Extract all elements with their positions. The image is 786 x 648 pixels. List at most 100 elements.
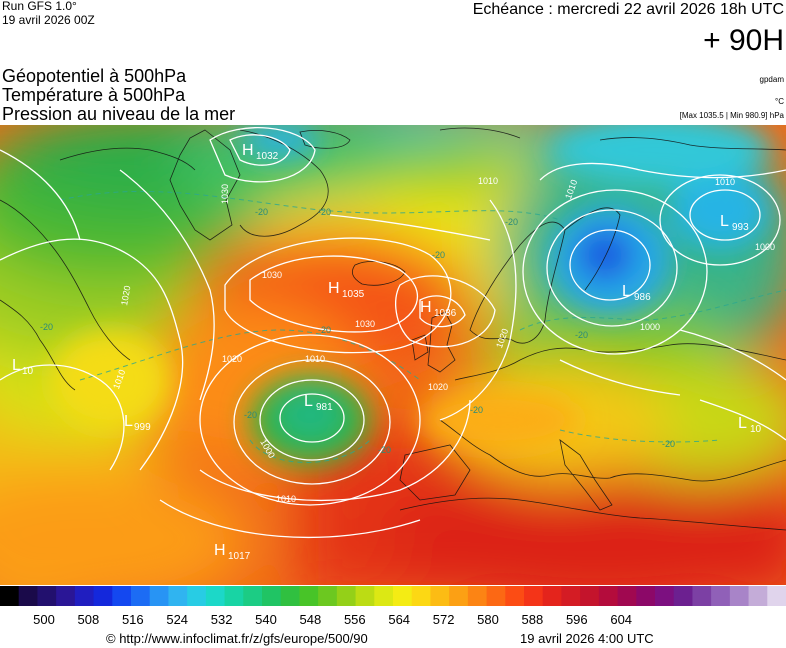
color-legend [0, 586, 786, 606]
legend-swatch [262, 586, 282, 606]
isobar-label: 1010 [276, 494, 296, 504]
svg-text:1036: 1036 [434, 308, 457, 319]
svg-text:986: 986 [634, 292, 651, 303]
unit-celsius: °C [775, 97, 784, 106]
svg-text:1032: 1032 [256, 151, 279, 162]
svg-text:L: L [12, 357, 21, 374]
legend-swatch [542, 586, 563, 606]
pressure-center-high: H 1017 [214, 542, 251, 562]
isobar-label: 1030 [220, 184, 230, 204]
legend-swatch [243, 586, 263, 606]
title-geopotential: Géopotentiel à 500hPa [2, 66, 187, 86]
legend-swatch [561, 586, 581, 606]
isobar-label: 1020 [428, 382, 448, 392]
run-label: Run GFS 1.0° [2, 0, 77, 13]
legend-swatch [299, 586, 319, 606]
legend-swatch [0, 586, 20, 606]
temp-label: -20 [40, 322, 53, 332]
legend-swatch [336, 586, 357, 606]
svg-text:H: H [242, 142, 254, 159]
svg-text:H: H [214, 542, 226, 559]
legend-swatch [748, 586, 768, 606]
temp-label: -20 [662, 439, 675, 449]
pressure-center-low: L 986 [622, 283, 651, 303]
pressure-center-high: H 1036 [420, 299, 457, 319]
legend-swatch [131, 586, 151, 606]
title-temperature: Température à 500hPa [2, 85, 186, 105]
legend-swatch [355, 586, 375, 606]
pressure-center-low: L 10 [738, 415, 762, 435]
color-legend-ticks: 500 508 516 524 532 540 548 556 564 572 580 588 596 6… [33, 612, 632, 627]
legend-tick-label: 500 [33, 612, 55, 627]
legend-tick-label: 564 [388, 612, 410, 627]
svg-text:L: L [720, 213, 729, 230]
legend-swatch [112, 586, 132, 606]
lead-time: + 90H [703, 24, 784, 57]
legend-tick-label: 572 [433, 612, 455, 627]
legend-swatch [505, 586, 525, 606]
source-url[interactable]: © http://www.infoclimat.fr/z/gfs/europe/… [106, 631, 368, 646]
temp-label: -20 [378, 445, 391, 455]
legend-swatch [636, 586, 656, 606]
legend-swatch [93, 586, 113, 606]
isobar-label: 1000 [640, 322, 660, 332]
temp-label: -20 [575, 330, 588, 340]
legend-swatch [524, 586, 544, 606]
legend-tick-label: 508 [78, 612, 100, 627]
legend-tick-label: 524 [166, 612, 188, 627]
legend-swatch [18, 586, 39, 606]
svg-text:10: 10 [750, 424, 762, 435]
temp-label: -20 [505, 217, 518, 227]
legend-swatch [767, 586, 786, 606]
legend-swatch [168, 586, 188, 606]
isobar-label: 1020 [222, 354, 242, 364]
temp-label: -20 [432, 250, 445, 260]
svg-text:993: 993 [732, 222, 749, 233]
svg-text:1017: 1017 [228, 551, 251, 562]
pressure-center-low: L 999 [124, 413, 151, 433]
temp-label: -20 [255, 207, 268, 217]
map-area: -20 -20 -20 -20 -20 -20 -20 -20 -20 -20 … [0, 125, 786, 585]
legend-swatch [374, 586, 394, 606]
legend-swatch [729, 586, 750, 606]
svg-text:H: H [328, 280, 340, 297]
legend-swatch [205, 586, 226, 606]
pressure-center-high: H 1035 [328, 280, 365, 300]
legend-swatch [711, 586, 731, 606]
svg-text:L: L [622, 283, 631, 300]
legend-tick-label: 596 [566, 612, 588, 627]
svg-text:H: H [420, 299, 432, 316]
svg-text:L: L [304, 393, 313, 410]
legend-swatch [598, 586, 619, 606]
isobar-label: 1010 [305, 354, 325, 364]
temp-label: -20 [470, 405, 483, 415]
unit-gpdam: gpdam [760, 75, 785, 84]
validity-label: Echéance : mercredi 22 avril 2026 18h UT… [473, 1, 784, 18]
pressure-center-low: L 10 [12, 357, 34, 377]
pressure-center-low: L 993 [720, 213, 749, 233]
legend-swatch [393, 586, 413, 606]
legend-swatch [74, 586, 95, 606]
run-date: 19 avril 2026 00Z [2, 13, 95, 27]
legend-swatch [617, 586, 637, 606]
legend-tick-label: 516 [122, 612, 144, 627]
pressure-range: [Max 1035.5 | Min 980.9] hPa [680, 111, 785, 120]
legend-swatch [655, 586, 675, 606]
title-pressure: Pression au niveau de la mer [2, 104, 235, 124]
svg-text:1035: 1035 [342, 289, 365, 300]
isobar-label: 1000 [755, 242, 775, 252]
temp-label: -20 [318, 207, 331, 217]
svg-text:L: L [738, 415, 747, 432]
svg-text:999: 999 [134, 422, 151, 433]
legend-tick-label: 604 [610, 612, 632, 627]
legend-tick-label: 540 [255, 612, 277, 627]
generated-time: 19 avril 2026 4:00 UTC [520, 631, 654, 646]
legend-swatch [486, 586, 506, 606]
legend-swatch [224, 586, 244, 606]
legend-swatch [467, 586, 488, 606]
pressure-center-low: L 981 [304, 393, 333, 413]
temp-label: -20 [318, 325, 331, 335]
svg-text:10: 10 [22, 366, 34, 377]
legend-swatch [580, 586, 600, 606]
